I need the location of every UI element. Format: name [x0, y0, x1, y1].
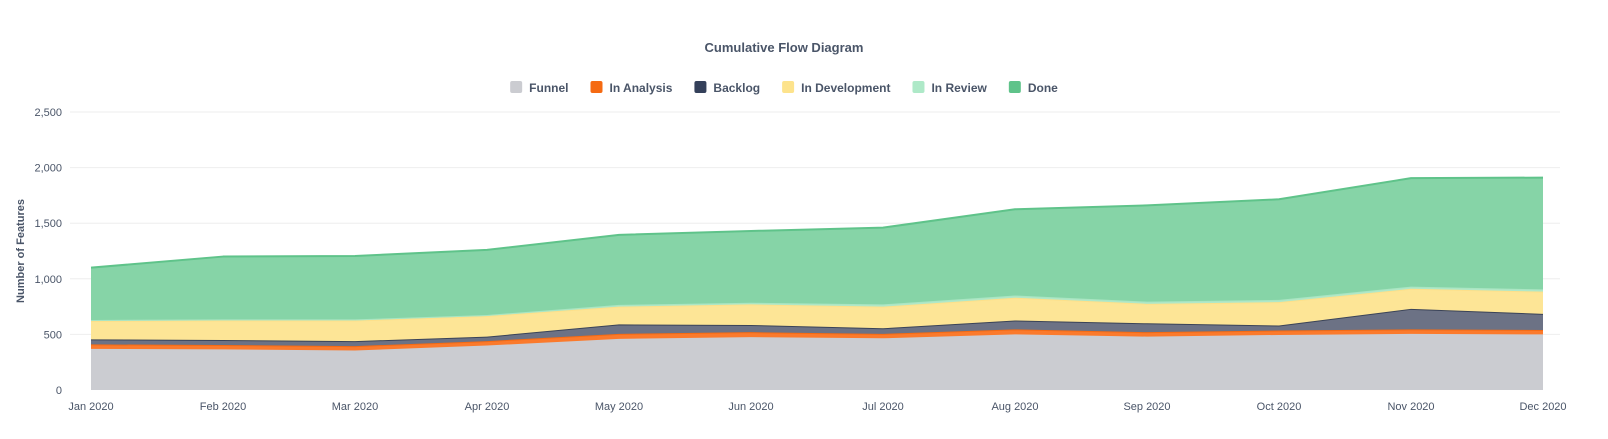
area-done [91, 177, 1543, 320]
x-tick-label: Aug 2020 [991, 401, 1038, 413]
y-tick-label: 2,500 [34, 107, 62, 119]
x-tick-label: Nov 2020 [1387, 401, 1434, 413]
y-tick-label: 1,500 [34, 218, 62, 230]
y-tick-label: 2,000 [34, 163, 62, 175]
legend-item-done[interactable]: Done [1008, 81, 1058, 95]
legend-item-in-review[interactable]: In Review [912, 81, 987, 95]
x-tick-label: May 2020 [595, 401, 643, 413]
legend-item-in-development[interactable]: In Development [782, 81, 890, 95]
line-in-analysis [90, 328, 1544, 348]
legend-swatch [782, 81, 795, 93]
area-funnel [91, 333, 1543, 390]
y-tick-label: 0 [56, 385, 62, 397]
legend-item-funnel[interactable]: Funnel [510, 81, 569, 95]
stacked-areas [90, 176, 1544, 390]
legend-item-backlog[interactable]: Backlog [694, 81, 760, 95]
legend-label: In Review [931, 81, 987, 95]
legend-label: In Analysis [610, 81, 673, 95]
x-tick-label: Sep 2020 [1123, 401, 1170, 413]
x-tick-label: Jan 2020 [68, 401, 113, 413]
legend-swatch [912, 81, 925, 93]
y-tick-label: 500 [44, 329, 62, 341]
x-axis-ticks: Jan 2020 Feb 2020 Mar 2020 Apr 2020 May 2020… [68, 401, 1566, 413]
chart-title: Cumulative Flow Diagram [705, 40, 864, 55]
line-done [90, 176, 1544, 269]
x-tick-label: Dec 2020 [1519, 401, 1566, 413]
legend-swatch [694, 81, 707, 93]
legend-label: Backlog [713, 81, 760, 95]
y-axis-title: Number of Features [15, 199, 27, 303]
area-in-development [91, 288, 1543, 342]
legend-item-in-analysis[interactable]: In Analysis [590, 81, 673, 95]
x-tick-label: Jun 2020 [728, 401, 773, 413]
y-tick-label: 1,000 [34, 274, 62, 286]
x-tick-label: Jul 2020 [862, 401, 904, 413]
y-axis-ticks: 0 500 1,000 1,500 2,000 2,500 [34, 107, 62, 397]
legend: Funnel In Analysis Backlog In Development In… [510, 81, 1058, 95]
x-tick-label: Feb 2020 [200, 401, 246, 413]
legend-label: Done [1028, 81, 1058, 95]
legend-swatch [510, 81, 523, 93]
legend-label: Funnel [529, 81, 568, 95]
x-tick-label: Mar 2020 [332, 401, 378, 413]
legend-label: In Development [801, 81, 890, 95]
legend-swatch [1008, 81, 1021, 93]
x-tick-label: Apr 2020 [465, 401, 510, 413]
legend-swatch [590, 81, 603, 93]
area-in-analysis [91, 329, 1543, 351]
x-tick-label: Oct 2020 [1257, 401, 1302, 413]
